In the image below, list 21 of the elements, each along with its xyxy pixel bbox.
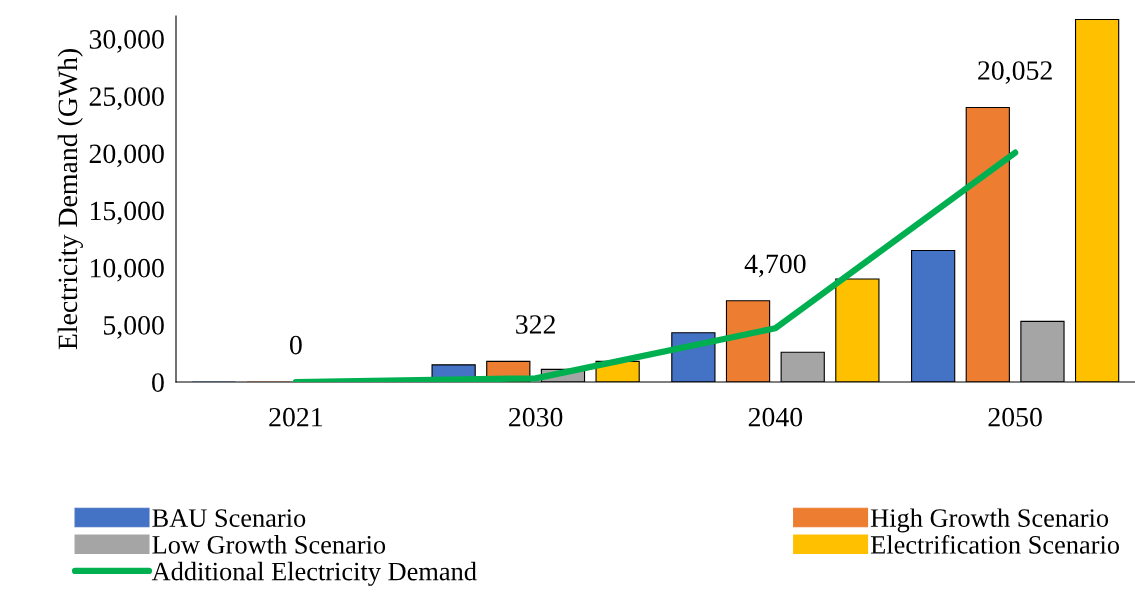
legend-label: High Growth Scenario — [870, 508, 1109, 533]
y-tick-label: 10,000 — [90, 258, 164, 282]
legend-label: Additional Electricity Demand — [151, 561, 477, 586]
y-tick-label: 20,000 — [89, 144, 164, 168]
legend-label: Low Growth Scenario — [152, 535, 386, 554]
y-axis-title: Electricity Demand (GWh) — [57, 49, 83, 350]
data-label: 20,052 — [978, 61, 1052, 84]
y-tick-label: 30,000 — [89, 30, 164, 53]
legend-label: Electrification Scenario — [870, 534, 1120, 554]
data-label: 4,700 — [744, 254, 806, 278]
y-tick-label: 5,000 — [104, 315, 164, 339]
data-label: 322 — [516, 315, 555, 334]
y-tick-label: 15,000 — [90, 201, 164, 225]
x-tick-label: 2040 — [748, 407, 803, 427]
x-tick-label: 2021 — [269, 407, 322, 427]
y-tick-label: 25,000 — [89, 87, 164, 110]
x-tick-label: 2050 — [988, 407, 1042, 427]
data-label: 0 — [289, 335, 302, 355]
legend-label: BAU Scenario — [152, 509, 306, 527]
x-tick-label: 2030 — [509, 407, 563, 427]
y-tick-label: 0 — [152, 373, 164, 392]
